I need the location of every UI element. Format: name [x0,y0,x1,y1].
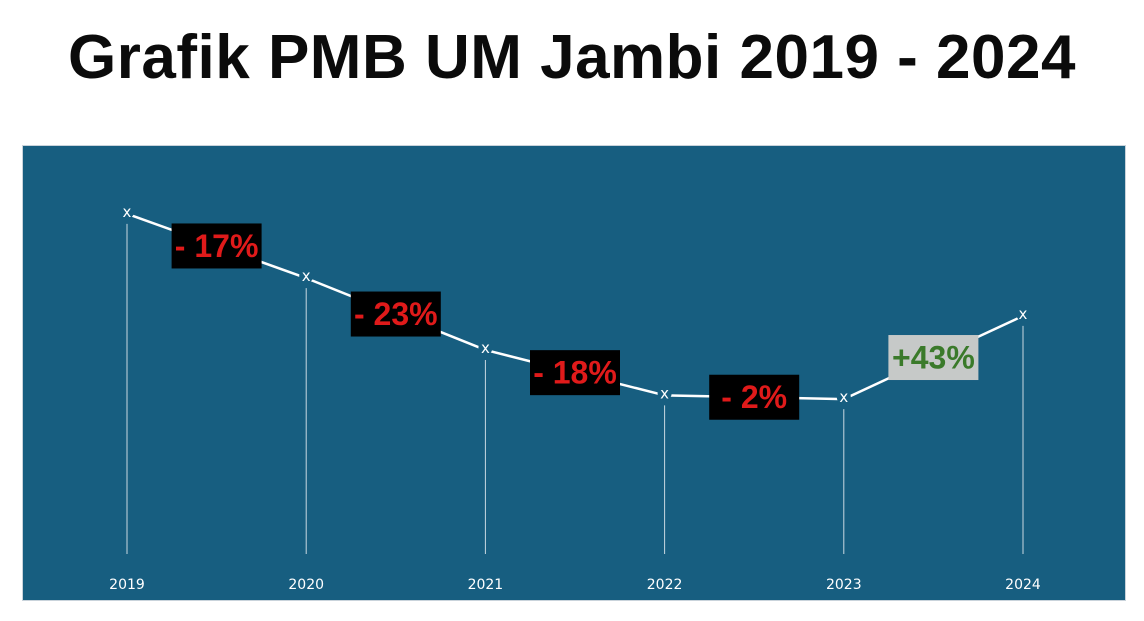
x-tick-label-2024: 2024 [1005,577,1041,593]
change-badge-2020-2021 [350,291,441,337]
chart-panel: x x x x x x 2019 2020 2021 2022 2023 2024 - 17% - 23%… [22,145,1126,601]
x-tick-label-2019: 2019 [109,577,145,593]
marker-bg-2024 [1016,306,1030,321]
marker-bg-2022 [657,386,672,401]
change-label-2021-2022: - 18% [533,355,617,391]
marker-bg-2019 [120,204,134,219]
change-label-2022-2023: - 2% [721,379,787,415]
change-badge-2019-2020 [171,223,262,269]
change-badge-2023-2024 [888,335,979,381]
data-point-2021: x [481,339,490,357]
data-point-2020: x [302,267,311,285]
data-point-2022: x [660,384,669,402]
change-badge-2022-2023 [709,374,800,420]
line-chart: x x x x x x 2019 2020 2021 2022 2023 2024 - 17% - 23%… [23,146,1125,600]
marker-bg-2021 [478,340,493,355]
change-label-2019-2020: - 17% [175,228,259,264]
change-badge-2021-2022 [530,350,620,396]
change-label-2023-2024: +43% [892,340,975,376]
page-title: Grafik PMB UM Jambi 2019 - 2024 [68,23,1076,92]
x-tick-label-2020: 2020 [288,577,324,593]
data-point-2024: x [1019,305,1028,323]
change-label-2020-2021: - 23% [354,296,438,332]
marker-bg-2020 [299,269,314,284]
data-point-2023: x [839,388,848,406]
data-point-2019: x [123,203,132,221]
x-tick-label-2021: 2021 [468,577,504,593]
x-tick-label-2023: 2023 [826,577,862,593]
marker-bg-2023 [836,390,851,405]
x-tick-label-2022: 2022 [647,577,683,593]
